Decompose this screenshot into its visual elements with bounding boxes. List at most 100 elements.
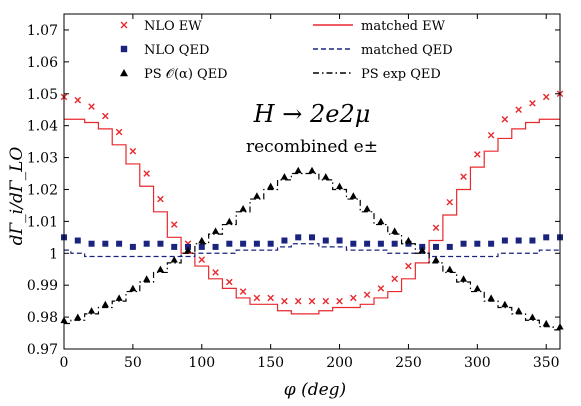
data-point-x [542, 93, 550, 101]
data-point-x [322, 297, 330, 305]
data-point-x [529, 100, 536, 107]
data-point-x [267, 294, 274, 302]
data-point-triangle [363, 205, 371, 212]
data-point-square [198, 243, 205, 250]
data-point-triangle [515, 307, 523, 314]
data-point-triangle [211, 227, 220, 234]
data-point-triangle [349, 192, 357, 199]
data-point-x [336, 297, 343, 305]
data-point-x [294, 297, 302, 305]
y-tick-label: 1.04 [27, 119, 58, 135]
data-point-x [198, 256, 206, 263]
annotation-recombined: recombined e± [246, 137, 378, 157]
data-point-triangle [170, 256, 178, 263]
data-point-triangle [87, 307, 96, 314]
data-point-square [364, 240, 371, 247]
data-point-square [460, 240, 467, 247]
data-point-square [488, 240, 495, 247]
data-point-x [405, 262, 412, 270]
data-point-triangle [473, 284, 481, 292]
data-point-triangle [129, 284, 137, 292]
data-point-x [377, 285, 385, 292]
legend-item: NLO EW [120, 19, 202, 34]
data-point-square [446, 243, 453, 250]
data-point-triangle [377, 217, 385, 225]
data-point-x [460, 173, 467, 181]
data-point-x [501, 115, 509, 123]
data-point-square [309, 234, 315, 241]
data-point-x [129, 147, 137, 155]
data-point-square [433, 243, 439, 250]
data-point-x [226, 278, 233, 286]
data-point-square [226, 240, 233, 247]
data-point-x [432, 224, 440, 232]
data-point-x [143, 170, 150, 177]
axis-ticks: 0 50 100 150 200 250 300 350 0.97 0.98 0.99 1 1.01 1.… [27, 14, 560, 371]
y-tick-label: 1.07 [27, 23, 58, 39]
data-point-x [487, 131, 495, 139]
data-point-triangle [528, 313, 537, 320]
data-point-x [88, 103, 95, 110]
series-nlo-qed [61, 234, 563, 250]
series-ps-exp-qed [64, 172, 560, 331]
data-point-square [74, 237, 81, 244]
series-layer [60, 90, 564, 331]
data-point-square [377, 240, 384, 247]
data-point-x [391, 275, 398, 283]
y-tick-label: 0.97 [27, 342, 58, 358]
data-point-triangle [418, 246, 426, 253]
y-tick-label: 1.05 [27, 87, 58, 103]
data-point-square [322, 237, 329, 244]
data-point-square [405, 240, 412, 247]
data-point-square [157, 240, 164, 247]
data-point-triangle [322, 173, 330, 180]
data-point-triangle [198, 236, 206, 244]
data-point-square [129, 243, 136, 250]
data-point-triangle [267, 182, 275, 190]
data-point-triangle [294, 166, 302, 174]
data-point-x [74, 96, 82, 104]
data-point-triangle [308, 166, 316, 174]
y-tick-label: 1.03 [27, 151, 58, 167]
y-tick-label: 1.06 [27, 55, 58, 71]
legend-label: matched QED [361, 43, 453, 58]
legend-item: matched EW [313, 19, 446, 34]
y-tick-label: 1 [49, 246, 58, 262]
data-point-triangle [404, 236, 413, 244]
data-point-x [281, 297, 288, 305]
data-point-square [102, 240, 109, 247]
data-point-square [295, 234, 302, 241]
x-tick-label: 50 [124, 355, 142, 371]
legend: NLO EW NLO QED PS 𝒪(α) QED matched EW matche… [120, 19, 453, 82]
x-tick-label: 0 [60, 355, 69, 371]
data-point-square [116, 240, 123, 247]
data-point-square [515, 237, 522, 244]
series-line [64, 118, 560, 315]
data-point-triangle [501, 300, 509, 308]
y-tick-label: 1.01 [27, 214, 58, 230]
series-line [64, 172, 560, 331]
data-point-square [240, 240, 247, 247]
data-point-triangle [459, 275, 468, 282]
data-point-x [308, 297, 316, 305]
legend-label: NLO EW [144, 19, 202, 34]
data-point-triangle [391, 227, 399, 234]
data-point-square [350, 240, 357, 247]
legend-item: PS 𝒪(α) QED [120, 67, 228, 82]
y-tick-label: 0.98 [27, 310, 58, 326]
legend-item: PS exp QED [313, 67, 441, 82]
series-matched-qed [64, 243, 560, 258]
data-point-square [88, 240, 95, 247]
data-point-x [115, 128, 123, 136]
data-point-triangle [487, 294, 495, 301]
data-point-x [446, 198, 454, 206]
data-point-triangle [225, 217, 233, 225]
data-point-triangle [239, 205, 247, 212]
x-tick-label: 300 [464, 355, 491, 371]
data-point-triangle [542, 319, 550, 327]
plot-frame [63, 13, 561, 350]
series-nlo-ew [60, 90, 564, 305]
data-point-triangle [143, 275, 151, 282]
data-point-square [267, 240, 274, 247]
